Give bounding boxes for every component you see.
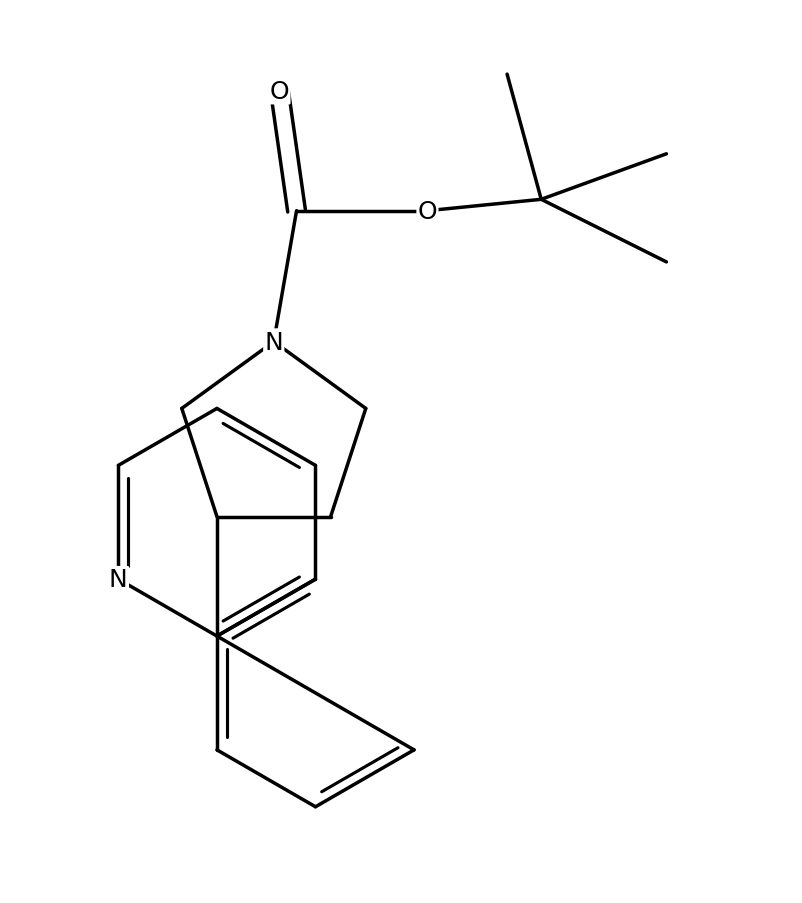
Text: O: O (269, 80, 290, 104)
Text: N: N (109, 567, 128, 591)
Text: N: N (265, 330, 283, 354)
Text: O: O (418, 200, 437, 223)
